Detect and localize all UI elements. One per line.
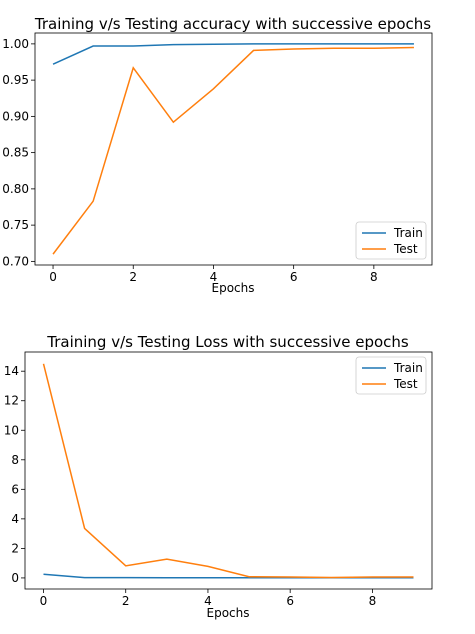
accuracy-legend-train-label: Train [393, 226, 423, 240]
accuracy-series-train-line [52, 43, 414, 65]
accuracy-series-lines [52, 43, 414, 255]
accuracy-x-tick-label: 6 [290, 270, 298, 284]
loss-legend: Train Test [355, 356, 427, 395]
accuracy-series-test-line [52, 46, 414, 255]
loss-y-tick-label: 6 [11, 482, 19, 496]
loss-x-tick-label: 0 [40, 594, 48, 608]
accuracy-y-tick-label: 1.00 [2, 37, 29, 51]
loss-legend-train-label: Train [393, 361, 423, 375]
accuracy-x-tick-label: 0 [49, 270, 57, 284]
accuracy-y-tick-label: 0.90 [2, 109, 29, 123]
accuracy-y-tick-label: 0.70 [2, 254, 29, 268]
loss-y-ticks: 0 2 4 6 8 10 12 14 [4, 364, 25, 585]
accuracy-x-tick-label: 8 [370, 270, 378, 284]
accuracy-x-axis-label: Epochs [212, 281, 255, 295]
accuracy-y-tick-label: 0.80 [2, 182, 29, 196]
loss-y-tick-label: 2 [11, 541, 19, 555]
loss-y-tick-label: 4 [11, 512, 19, 526]
accuracy-legend-test-label: Test [393, 242, 418, 256]
loss-y-tick-label: 0 [11, 571, 19, 585]
loss-x-axis-label: Epochs [207, 606, 250, 620]
loss-series-lines [42, 363, 414, 579]
accuracy-x-tick-label: 4 [210, 270, 218, 284]
loss-y-tick-label: 8 [11, 453, 19, 467]
accuracy-y-tick-label: 0.85 [2, 146, 29, 160]
loss-x-ticks: 0 2 4 6 8 [40, 589, 377, 608]
loss-x-tick-label: 4 [204, 594, 212, 608]
accuracy-plot-frame [34, 32, 433, 266]
loss-series-test-line [42, 363, 414, 579]
loss-legend-test-label: Test [393, 377, 418, 391]
accuracy-legend: Train Test [355, 221, 427, 260]
loss-y-tick-label: 10 [4, 423, 19, 437]
accuracy-y-tick-label: 0.95 [2, 73, 29, 87]
accuracy-y-ticks: 0.70 0.75 0.80 0.85 0.90 0.95 1.00 [2, 37, 35, 268]
accuracy-chart: Training v/s Testing accuracy with succe… [2, 15, 433, 295]
loss-y-tick-label: 14 [4, 364, 19, 378]
loss-chart-title: Training v/s Testing Loss with successiv… [46, 333, 409, 351]
loss-x-tick-label: 6 [286, 594, 294, 608]
accuracy-y-tick-label: 0.75 [2, 218, 29, 232]
loss-x-tick-label: 2 [122, 594, 130, 608]
accuracy-x-tick-label: 2 [129, 270, 137, 284]
loss-y-tick-label: 12 [4, 394, 19, 408]
loss-x-tick-label: 8 [369, 594, 377, 608]
loss-plot-frame [24, 351, 433, 590]
accuracy-chart-title: Training v/s Testing accuracy with succe… [34, 15, 431, 33]
accuracy-x-ticks: 0 2 4 6 8 [49, 265, 378, 284]
loss-chart: Training v/s Testing Loss with successiv… [4, 333, 433, 620]
